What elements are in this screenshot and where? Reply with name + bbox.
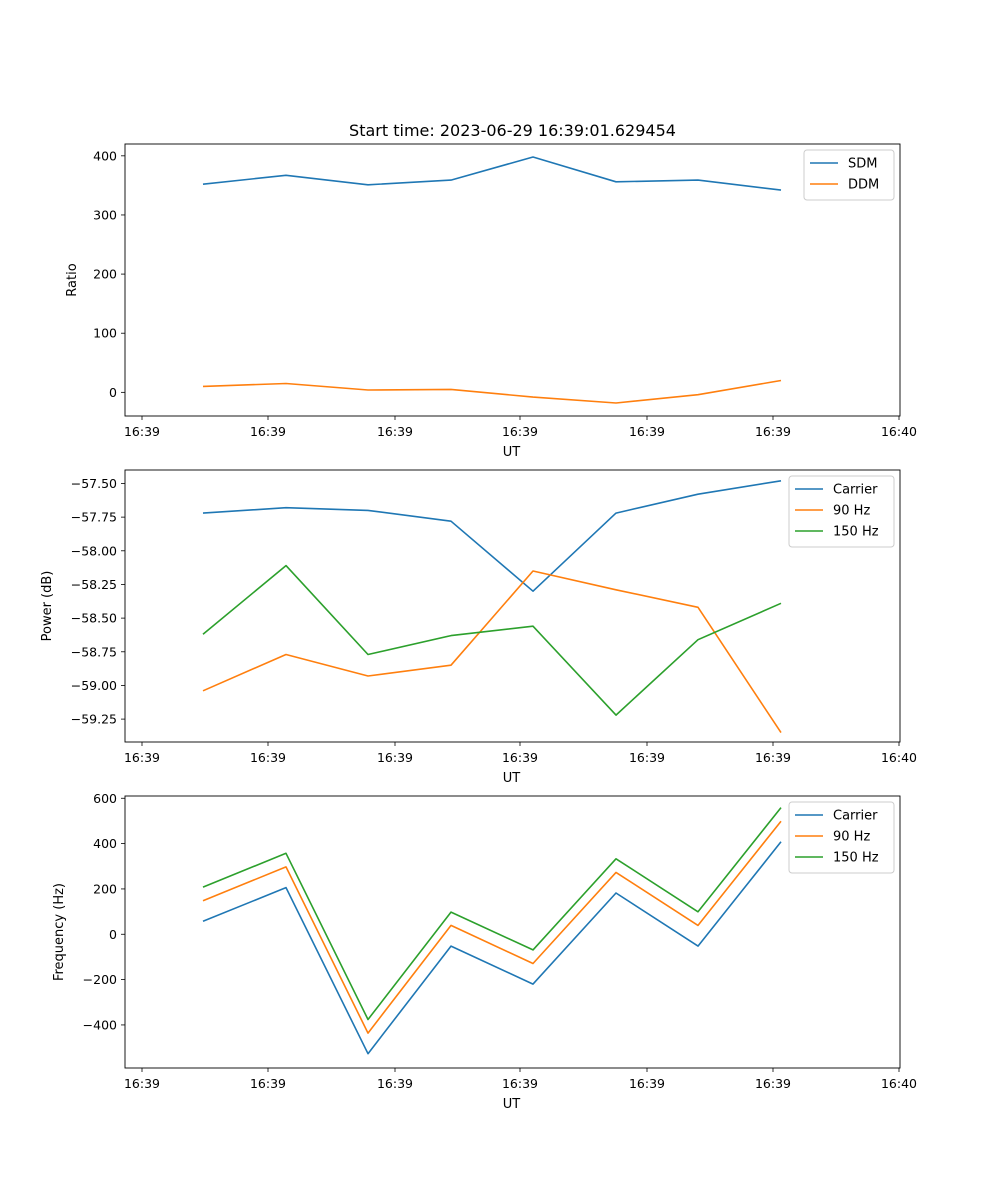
y-tick-label: −59.00 xyxy=(71,678,117,693)
x-axis-label: UT xyxy=(503,1097,521,1112)
legend-label: DDM xyxy=(848,178,879,193)
x-tick-label: 16:39 xyxy=(629,750,665,765)
x-tick-label: 16:39 xyxy=(755,1076,791,1091)
x-tick-label: 16:39 xyxy=(250,750,286,765)
y-tick-label: −58.25 xyxy=(71,577,117,592)
x-tick-label: 16:39 xyxy=(377,750,413,765)
x-tick-label: 16:39 xyxy=(250,424,286,439)
chart-panels: Start time: 2023-06-29 16:39:01.629454 16… xyxy=(40,121,917,1112)
x-axis-label: UT xyxy=(503,445,521,460)
x-tick-label: 16:39 xyxy=(377,424,413,439)
x-tick-label: 16:40 xyxy=(881,424,917,439)
y-tick-label: −59.25 xyxy=(71,712,117,727)
x-tick-label: 16:39 xyxy=(755,750,791,765)
legend-box xyxy=(788,475,895,548)
y-tick-label: 100 xyxy=(93,326,117,341)
legend-label: Carrier xyxy=(833,809,878,824)
series-line-90-hz xyxy=(202,570,782,734)
series-line-carrier xyxy=(202,841,782,1055)
legend-label: 150 Hz xyxy=(833,525,879,540)
series-line-ddm xyxy=(202,379,782,404)
x-tick-label: 16:39 xyxy=(502,750,538,765)
x-tick-label: 16:40 xyxy=(881,1076,917,1091)
plot-frame xyxy=(124,143,901,417)
y-tick-label: −200 xyxy=(83,972,117,987)
legend-label: 150 Hz xyxy=(833,851,879,866)
legend-box xyxy=(788,801,895,874)
legend: Carrier 90 Hz 150 Hz xyxy=(788,801,895,874)
legend-label: SDM xyxy=(848,157,877,172)
legend-label: Carrier xyxy=(833,483,878,498)
chart-panel-3: 16:39 16:39 16:39 16:39 16:39 16:39 16:40 −400 −… xyxy=(52,791,917,1112)
series-line-carrier xyxy=(202,480,782,593)
legend-label: 90 Hz xyxy=(833,830,870,845)
y-tick-label: −57.50 xyxy=(71,476,117,491)
y-tick-label: −58.00 xyxy=(71,543,117,558)
y-axis-label: Ratio xyxy=(65,263,80,296)
y-tick-label: −58.75 xyxy=(71,644,117,659)
chart-panel-2: 16:39 16:39 16:39 16:39 16:39 16:39 16:40 −57.5… xyxy=(40,469,917,786)
legend: SDM DDM xyxy=(803,149,895,201)
x-tick-label: 16:39 xyxy=(755,424,791,439)
y-tick-label: 200 xyxy=(93,267,117,282)
x-tick-label: 16:40 xyxy=(881,750,917,765)
plot-frame xyxy=(124,469,901,743)
y-tick-label: −58.50 xyxy=(71,611,117,626)
y-tick-label: 400 xyxy=(93,148,117,163)
y-axis-label: Power (dB) xyxy=(40,571,55,642)
y-tick-label: 400 xyxy=(93,836,117,851)
series-line-150-hz xyxy=(202,807,782,1021)
series-line-150-hz xyxy=(202,564,782,716)
y-tick-label: 0 xyxy=(109,927,117,942)
legend: Carrier 90 Hz 150 Hz xyxy=(788,475,895,548)
y-tick-label: 300 xyxy=(93,207,117,222)
x-tick-label: 16:39 xyxy=(377,1076,413,1091)
series-line-90-hz xyxy=(202,820,782,1034)
x-tick-label: 16:39 xyxy=(124,1076,160,1091)
legend-label: 90 Hz xyxy=(833,504,870,519)
x-tick-label: 16:39 xyxy=(502,424,538,439)
chart-panel-1: Start time: 2023-06-29 16:39:01.629454 16… xyxy=(65,121,917,460)
chart-title: Start time: 2023-06-29 16:39:01.629454 xyxy=(349,121,676,140)
series-line-sdm xyxy=(202,156,782,191)
y-tick-label: −57.75 xyxy=(71,510,117,525)
x-tick-label: 16:39 xyxy=(629,1076,665,1091)
x-axis-label: UT xyxy=(503,771,521,786)
x-tick-label: 16:39 xyxy=(629,424,665,439)
y-tick-label: 600 xyxy=(93,791,117,806)
y-tick-label: 0 xyxy=(109,385,117,400)
plot-frame xyxy=(124,795,901,1069)
y-tick-label: −400 xyxy=(83,1017,117,1032)
x-tick-label: 16:39 xyxy=(250,1076,286,1091)
x-tick-label: 16:39 xyxy=(124,750,160,765)
x-tick-label: 16:39 xyxy=(502,1076,538,1091)
x-tick-label: 16:39 xyxy=(124,424,160,439)
y-tick-label: 200 xyxy=(93,881,117,896)
y-axis-label: Frequency (Hz) xyxy=(52,883,67,981)
